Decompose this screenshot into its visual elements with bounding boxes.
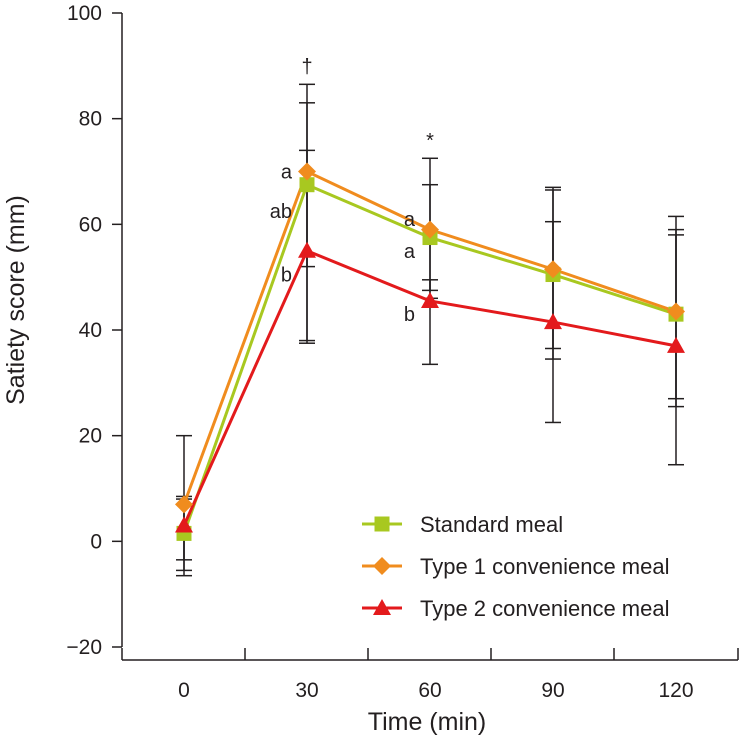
legend-marker [373,557,391,575]
data-point [175,495,193,514]
data-point [544,260,562,279]
axes: −20 0 20 40 60 80 100 0 30 60 90 120 [66,2,739,702]
legend-label: Type 1 convenience meal [420,554,670,579]
y-tick-label: −20 [66,636,102,659]
x-tick-label: 90 [541,679,564,702]
series-markers [175,162,685,541]
significance-label: a [404,209,416,231]
y-tick-label: 0 [90,530,102,553]
legend-label: Standard meal [420,512,563,537]
error-bars [176,83,684,577]
x-axis-title: Time (min) [368,708,487,736]
legend-label: Type 2 convenience meal [420,596,670,621]
significance-label: b [281,265,292,287]
significance-label: a [281,162,293,184]
y-tick-label: 80 [79,108,102,131]
x-tick-label: 120 [658,679,693,702]
data-point [667,302,685,321]
data-point [421,220,439,239]
data-point [544,313,562,330]
x-tick-label: 60 [418,679,441,702]
legend: Standard meal Type 1 convenience meal Type… [362,512,670,621]
y-tick-label: 20 [79,425,102,448]
data-point [667,336,685,353]
significance-label: ab [270,201,292,223]
y-tick-label: 100 [67,2,102,25]
significance-label: a [404,241,416,263]
significance-label: b [404,304,415,326]
y-tick-label: 40 [79,319,102,342]
data-point [299,177,315,193]
data-point [298,162,316,181]
y-axis-title: Satiety score (mm) [2,195,30,405]
data-point [421,291,439,308]
y-tick-label: 60 [79,213,102,236]
significance-mark: * [426,130,434,152]
x-tick-label: 0 [178,679,190,702]
x-tick-label: 30 [295,679,318,702]
legend-marker [374,516,390,532]
data-point [175,516,193,533]
significance-mark: † [301,56,312,78]
data-point [298,241,316,258]
legend-marker [373,599,391,615]
